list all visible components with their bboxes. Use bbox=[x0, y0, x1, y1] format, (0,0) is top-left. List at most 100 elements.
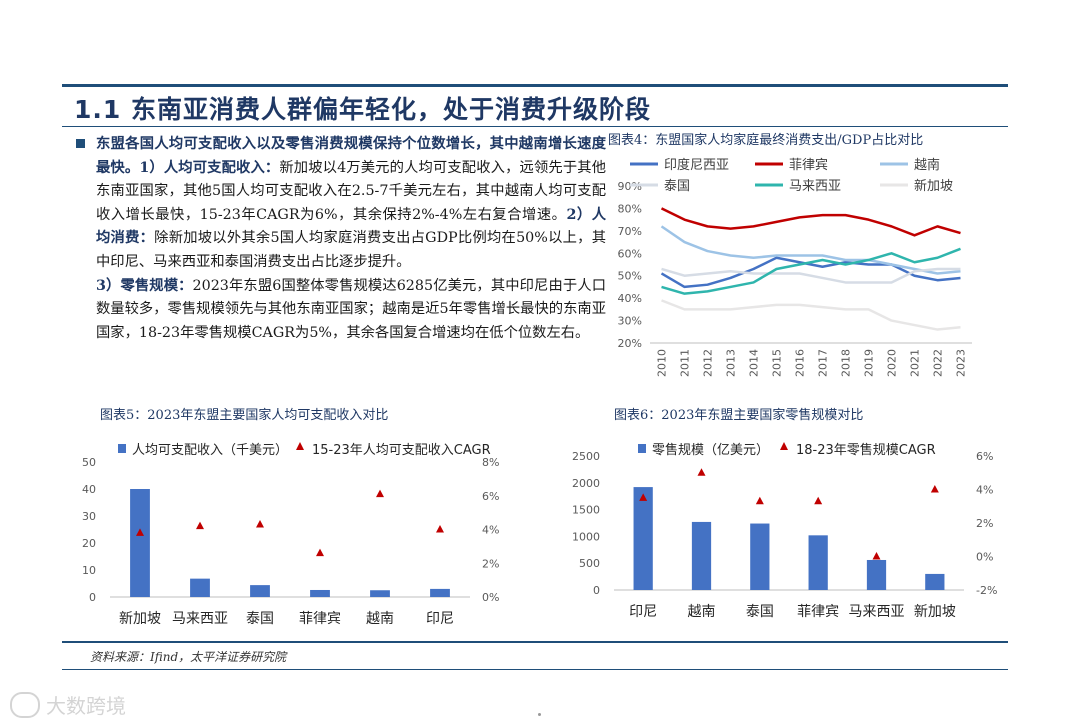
fig6-category-label: 马来西亚 bbox=[849, 604, 905, 620]
summary-text: 东盟各国人均可支配收入以及零售消费规模保持个位数增长，其中越南增长速度最快。1）… bbox=[76, 133, 606, 345]
fig6-y2-tick: 2% bbox=[976, 517, 993, 530]
bullet-square-icon bbox=[76, 139, 85, 148]
fig6-bar-3 bbox=[808, 535, 828, 590]
fig5-chart: 0 10 20 30 40 50 0% 2% 4% 6% 8% 新加坡 马来西亚 泰国 菲律宾 越南 印尼 人均可… bbox=[70, 432, 520, 632]
fig5-cagr-marker-4 bbox=[376, 489, 384, 498]
fig5-category-label: 新加坡 bbox=[119, 611, 161, 627]
fig6-legend-cagr-label: 18-23年零售规模CAGR bbox=[796, 442, 936, 458]
fig4-y-tick: 30% bbox=[618, 315, 642, 328]
fig5-legend-bar-swatch bbox=[118, 444, 126, 453]
fig6-y2-tick: -2% bbox=[976, 584, 997, 597]
fig5-category-label: 马来西亚 bbox=[172, 611, 228, 627]
fig6-caption: 图表6：2023年东盟主要国家零售规模对比 bbox=[614, 408, 864, 423]
fig4-y-tick: 70% bbox=[618, 225, 642, 238]
fig4-legend-label-1: 菲律宾 bbox=[789, 157, 828, 173]
fig4-legend-label-3: 泰国 bbox=[664, 179, 690, 194]
fig6-chart: 0 500 1000 1500 2000 2500 -2% 0% 2% 4% 6% 印尼 越南 泰国 菲律宾… bbox=[560, 432, 1010, 632]
fig5-legend-cagr-label: 15-23年人均可支配收入CAGR bbox=[312, 443, 491, 458]
fig6-legend-bar-label: 零售规模（亿美元） bbox=[652, 442, 769, 458]
fig5-y2-tick: 2% bbox=[482, 557, 499, 570]
point-2-text: 除新加坡以外其余5国人均家庭消费支出占GDP比例均在50%以上，其中印尼、马来西… bbox=[96, 230, 607, 270]
fig4-x-tick: 2021 bbox=[909, 349, 922, 377]
fig6-bar-5 bbox=[925, 573, 945, 590]
fig5-caption: 图表5：2023年东盟主要国家人均可支配收入对比 bbox=[100, 408, 389, 423]
fig4-x-tick: 2010 bbox=[656, 349, 669, 377]
fig6-y-tick: 1000 bbox=[572, 530, 600, 543]
header-top-rule bbox=[62, 84, 1008, 87]
fig5-category-label: 泰国 bbox=[246, 611, 274, 627]
fig6-bar-0 bbox=[633, 487, 653, 590]
footer-rule-bottom bbox=[62, 669, 1008, 670]
point-3-text: 2023年东盟6国整体零售规模达6285亿美元，其中印尼由于人口数量较多，零售规… bbox=[96, 277, 606, 341]
fig4-legend-label-4: 马来西亚 bbox=[789, 179, 841, 194]
fig4-x-tick: 2017 bbox=[817, 349, 830, 377]
fig6-y2-tick: 0% bbox=[976, 551, 993, 564]
fig4-y-tick: 20% bbox=[618, 337, 642, 350]
fig5-category-label: 印尼 bbox=[426, 611, 454, 627]
fig5-y-tick: 50 bbox=[82, 456, 96, 469]
fig6-y-tick: 0 bbox=[593, 584, 600, 597]
fig4-series-line-2 bbox=[660, 225, 961, 275]
point-2-heading: 2）人均消费： bbox=[96, 206, 606, 247]
fig5-cagr-marker-2 bbox=[256, 519, 264, 528]
fig6-bar-4 bbox=[866, 559, 887, 590]
point-1-heading: 1）人均可支配收入： bbox=[139, 159, 280, 176]
source-note: 资料来源：Ifind，太平洋证券研究院 bbox=[90, 650, 287, 664]
point-3-heading: 3）零售规模： bbox=[96, 277, 193, 294]
fig6-y-tick: 1500 bbox=[572, 504, 600, 517]
fig4-x-tick: 2015 bbox=[771, 349, 784, 377]
fig4-x-tick: 2012 bbox=[702, 349, 715, 377]
fig6-y-tick: 2500 bbox=[572, 450, 600, 463]
footer-rule-top bbox=[62, 641, 1008, 643]
fig6-bar-2 bbox=[750, 523, 770, 590]
fig4-y-tick: 90% bbox=[618, 180, 642, 193]
fig5-y-tick: 40 bbox=[82, 483, 96, 496]
fig5-bar-1 bbox=[190, 578, 210, 597]
fig4-caption: 图表4：东盟国家人均家庭最终消费支出/GDP占比对比 bbox=[608, 133, 924, 148]
fig5-category-label: 越南 bbox=[366, 611, 394, 627]
fig6-cagr-marker-2 bbox=[755, 496, 764, 505]
fig6-bar-1 bbox=[691, 521, 712, 590]
fig5-bar-0 bbox=[130, 489, 150, 597]
summary-paragraph: 东盟各国人均可支配收入以及零售消费规模保持个位数增长，其中越南增长速度最快。1）… bbox=[76, 133, 606, 345]
fig4-x-tick: 2020 bbox=[886, 349, 899, 377]
fig5-y2-tick: 6% bbox=[482, 490, 499, 503]
fig6-cagr-marker-4 bbox=[872, 552, 881, 560]
fig6-cagr-marker-0 bbox=[639, 493, 648, 501]
fig4-x-tick: 2018 bbox=[840, 349, 853, 377]
fig5-y2-tick: 4% bbox=[482, 524, 499, 537]
fig6-category-label: 泰国 bbox=[746, 604, 774, 620]
fig5-bar-3 bbox=[310, 589, 330, 597]
fig6-y-tick: 500 bbox=[579, 557, 600, 570]
fig4-legend-label-0: 印度尼西亚 bbox=[664, 157, 729, 173]
fig6-svg: 0 500 1000 1500 2000 2500 -2% 0% 2% 4% 6% 印尼 越南 泰国 菲律宾… bbox=[572, 442, 997, 620]
fig4-series-line-3 bbox=[661, 267, 961, 284]
fig5-y2-tick: 0% bbox=[482, 591, 499, 604]
fig6-y2-tick: 6% bbox=[976, 450, 993, 463]
watermark-text: 大数跨境 bbox=[46, 694, 126, 718]
fig6-cagr-marker-3 bbox=[814, 496, 823, 505]
fig4-x-tick: 2022 bbox=[932, 349, 945, 377]
fig4-y-tick: 50% bbox=[618, 270, 642, 283]
fig5-category-label: 菲律宾 bbox=[299, 611, 341, 627]
fig5-cagr-marker-0 bbox=[136, 528, 144, 536]
fig4-series-line-4 bbox=[661, 247, 961, 295]
fig5-legend-bar-label: 人均可支配收入（千美元） bbox=[132, 443, 288, 458]
watermark-logo-icon bbox=[10, 691, 40, 718]
fig5-y-tick: 0 bbox=[89, 591, 96, 604]
fig4-x-tick: 2016 bbox=[794, 349, 807, 377]
fig6-category-label: 越南 bbox=[688, 604, 716, 620]
fig4-x-tick: 2023 bbox=[955, 349, 968, 377]
fig5-cagr-marker-1 bbox=[196, 521, 204, 530]
fig4-x-tick: 2019 bbox=[863, 349, 876, 377]
fig6-legend-cagr-marker bbox=[780, 442, 788, 450]
fig5-y-tick: 20 bbox=[82, 537, 96, 550]
fig5-bar-4 bbox=[370, 590, 390, 597]
page-title: 1.1 东南亚消费人群偏年轻化，处于消费升级阶段 bbox=[74, 95, 651, 124]
fig4-y-tick: 80% bbox=[618, 202, 642, 215]
fig5-y-tick: 30 bbox=[82, 510, 96, 523]
fig5-legend-cagr-marker bbox=[296, 442, 304, 450]
page-dot bbox=[538, 713, 541, 716]
fig5-y2-tick: 8% bbox=[482, 456, 499, 469]
fig4-svg: 20% 30% 40% 50% 60% 70% 80% 90% 2010 2011 2012 2013… bbox=[618, 157, 972, 377]
